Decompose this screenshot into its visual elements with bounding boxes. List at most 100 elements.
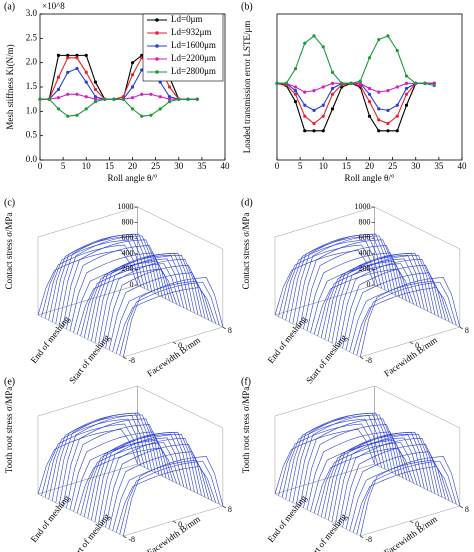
- x-axis-label: Roll angle θ/°: [108, 173, 158, 183]
- data-point: [303, 129, 307, 133]
- data-point: [293, 89, 298, 93]
- z-axis-label: Tooth root stress σ/MPa: [4, 387, 14, 473]
- data-point: [423, 81, 427, 85]
- x-tick-label: -8: [128, 535, 135, 544]
- x-tick-label: 0: [275, 161, 280, 171]
- x-tick-label: 0: [415, 341, 419, 350]
- end-label: End of meshing: [29, 314, 72, 365]
- legend-label: Ld=1600μm: [171, 40, 216, 50]
- data-point: [140, 114, 144, 118]
- wire-slice: [59, 235, 160, 326]
- wire-slice: [356, 460, 457, 535]
- x-tick-label: 25: [388, 161, 398, 171]
- data-point: [130, 85, 135, 89]
- data-point: [112, 97, 116, 101]
- data-point: [140, 92, 144, 96]
- z-axis-label: Contact stress σ/MPa: [241, 213, 251, 290]
- data-point: [121, 97, 125, 101]
- data-point: [432, 81, 436, 85]
- data-point: [404, 86, 409, 91]
- wire-slice: [342, 264, 443, 349]
- wire-slice: [303, 245, 404, 330]
- wire-slice: [331, 431, 432, 523]
- data-point: [140, 53, 144, 57]
- data-point: [84, 70, 88, 74]
- wire-slice: [62, 418, 163, 507]
- wire-slice: [331, 252, 432, 344]
- wire-slice: [356, 281, 457, 356]
- z-tick-label: 400: [359, 249, 371, 258]
- data-point: [75, 66, 79, 71]
- wire-slice: [69, 431, 170, 510]
- surface-wire: [274, 412, 461, 537]
- data-point: [38, 97, 42, 101]
- data-point: [386, 108, 390, 112]
- wire-slice: [76, 268, 177, 335]
- wire-slice: [317, 263, 418, 337]
- x-tick-label: 10: [82, 161, 92, 171]
- legend-label: Ld=2800μm: [171, 66, 216, 76]
- y-tick-label: 2.5: [26, 32, 38, 42]
- wire-slice: [62, 239, 163, 328]
- panel-label: (d): [241, 197, 253, 208]
- wire-slice: [313, 447, 414, 514]
- data-point: [330, 81, 335, 85]
- wire-slice: [112, 280, 213, 352]
- x-axis-label: Facewidth B/mm: [382, 335, 439, 379]
- data-point: [140, 56, 144, 60]
- x-tick-label: 8: [465, 326, 469, 335]
- x-tick-label: 35: [434, 161, 444, 171]
- data-point: [404, 81, 409, 85]
- z-tick-label: 1000: [355, 202, 371, 211]
- wire-slice: [349, 459, 450, 531]
- z-tick-label: 1000: [118, 202, 134, 211]
- legend-marker: [155, 44, 159, 48]
- wire-slice: [66, 424, 167, 509]
- data-point: [195, 97, 199, 101]
- data-point: [56, 75, 61, 79]
- wire-slice: [296, 235, 397, 326]
- z-tick-label: 200: [122, 264, 134, 273]
- data-point: [395, 85, 399, 89]
- data-point: [158, 107, 162, 111]
- x-tick-label: 8: [228, 326, 232, 335]
- data-point: [414, 81, 418, 85]
- data-point: [93, 100, 98, 104]
- wire-slice: [119, 281, 220, 356]
- data-point: [293, 85, 298, 89]
- x-axis-label: Facewidth B/mm: [382, 514, 439, 552]
- data-point: [66, 70, 70, 74]
- x-axis-label: Roll angle θ/°: [345, 173, 395, 183]
- data-point: [75, 53, 79, 57]
- wire-slice: [299, 418, 400, 507]
- x-tick-label: 8: [228, 505, 232, 514]
- data-point: [303, 90, 307, 94]
- x-tick-label: 15: [342, 161, 352, 171]
- legend-marker: [155, 57, 159, 61]
- surface-wire: [37, 412, 224, 537]
- x-tick: [123, 356, 127, 360]
- data-point: [349, 81, 353, 85]
- data-point: [303, 41, 307, 45]
- data-point: [312, 89, 316, 93]
- wire-slice: [66, 245, 167, 330]
- data-point: [386, 129, 390, 133]
- z-tick-label: 0: [367, 280, 371, 289]
- data-point: [395, 129, 399, 133]
- y-tick-label: 2.0: [26, 57, 38, 67]
- x-tick: [409, 520, 414, 524]
- data-point: [404, 74, 409, 78]
- wire-slice: [76, 447, 177, 514]
- wire-slice: [342, 443, 443, 528]
- x-tick: [360, 535, 364, 539]
- panel-label: (e): [4, 376, 15, 387]
- z-axis-label: Tooth root stress σ/MPa: [241, 387, 251, 473]
- data-point: [130, 61, 135, 65]
- x-tick: [172, 520, 177, 524]
- x-tick: [123, 535, 127, 539]
- annotation: ×10^8: [42, 1, 65, 11]
- data-point: [312, 108, 316, 112]
- z-tick-label: 400: [122, 249, 134, 258]
- data-point: [330, 86, 335, 91]
- wire-slice: [292, 233, 393, 324]
